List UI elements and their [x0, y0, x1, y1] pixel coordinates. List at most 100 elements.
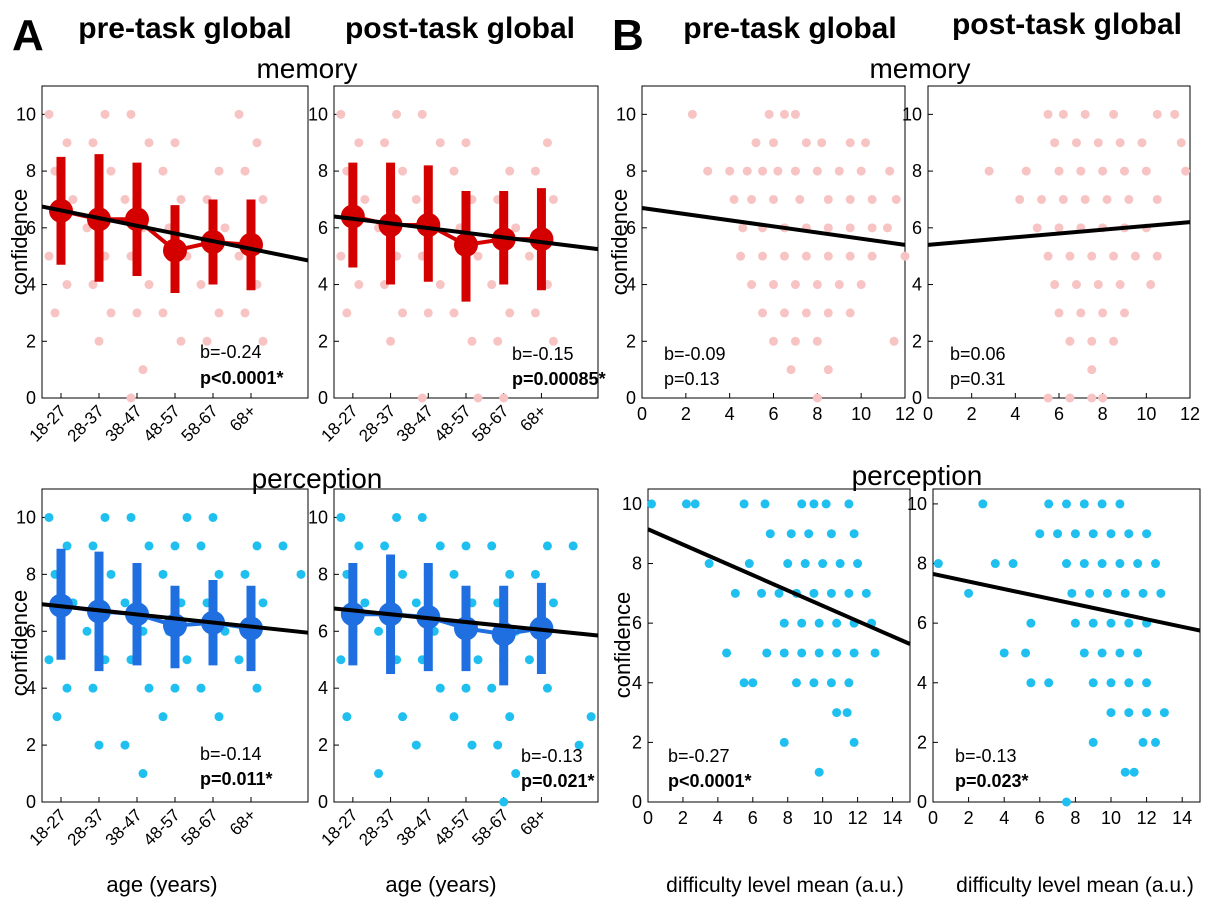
data-point	[398, 166, 408, 176]
data-point	[797, 499, 807, 509]
data-point	[774, 588, 784, 598]
data-point	[1133, 648, 1143, 658]
ylabel-b-memory: confidence	[607, 189, 632, 295]
data-point	[144, 280, 154, 290]
data-point	[106, 569, 116, 579]
data-point	[1098, 393, 1108, 403]
y-tick-label: 0	[626, 388, 636, 408]
data-point	[1071, 138, 1081, 148]
data-point	[1087, 336, 1097, 346]
y-tick-label: 0	[318, 388, 328, 408]
data-point	[1115, 280, 1125, 290]
data-point	[1152, 109, 1162, 119]
x-tick-label: 68+	[516, 401, 550, 435]
y-tick-label: 8	[632, 554, 642, 574]
data-point	[202, 336, 212, 346]
data-point	[1087, 251, 1097, 261]
chart-b-pre-memory: 0 2 4 6 8 10 0 2 4 6 8 10 12 b=-0.09 p=0.13	[616, 85, 915, 424]
column-title-a-pre: pre-task global	[78, 12, 291, 45]
data-point	[530, 308, 540, 318]
y-tick-label: 4	[626, 275, 636, 295]
data-point	[1109, 109, 1119, 119]
data-point	[234, 655, 244, 665]
data-point	[1065, 393, 1075, 403]
data-point	[823, 251, 833, 261]
data-point	[511, 223, 521, 233]
x-tick-label: 8	[1098, 404, 1108, 424]
data-point	[336, 251, 346, 261]
x-tick-label: 18-27	[318, 401, 362, 445]
data-point	[461, 138, 471, 148]
data-point	[1115, 559, 1125, 569]
data-point	[786, 529, 796, 539]
data-point	[214, 308, 224, 318]
data-point	[826, 529, 836, 539]
data-point	[342, 308, 352, 318]
regression-line	[333, 214, 599, 252]
x-tick-label: 8	[783, 808, 793, 828]
x-tick-label: 48-57	[140, 401, 184, 445]
data-point	[411, 194, 421, 204]
data-point	[505, 308, 515, 318]
data-point	[978, 499, 988, 509]
b-coefficient-label: b=-0.27	[668, 746, 730, 766]
x-tick-label: 48-57	[431, 805, 475, 849]
b-coefficient-label: b=0.06	[950, 344, 1006, 364]
data-point	[1008, 559, 1018, 569]
data-point	[1079, 559, 1089, 569]
x-tick-label: 2	[681, 404, 691, 424]
data-point	[725, 166, 735, 176]
x-tick-label: 58-67	[178, 805, 222, 849]
data-point	[783, 559, 793, 569]
data-point	[821, 499, 831, 509]
data-point	[681, 499, 691, 509]
data-point	[467, 336, 477, 346]
data-point	[748, 678, 758, 688]
data-point	[1093, 138, 1103, 148]
p-value-label: p<0.0001*	[200, 368, 284, 388]
y-tick-label: 0	[912, 388, 922, 408]
data-point	[779, 648, 789, 658]
x-tick-label: 0	[643, 808, 653, 828]
data-point	[845, 194, 855, 204]
data-point	[374, 769, 384, 779]
panel-label-b: B	[612, 11, 644, 60]
x-tick-label: 12	[895, 404, 915, 424]
data-point	[214, 712, 224, 722]
data-point	[487, 683, 497, 693]
data-point	[999, 648, 1009, 658]
data-point	[499, 797, 509, 807]
data-point	[1085, 588, 1095, 598]
y-tick-label: 6	[917, 613, 927, 633]
data-point	[812, 166, 822, 176]
data-point	[812, 336, 822, 346]
y-tick-label: 0	[318, 792, 328, 812]
row-title-b-memory: memory	[869, 53, 970, 84]
data-point	[1076, 308, 1086, 318]
regression-line	[41, 204, 309, 263]
y-tick-label: 10	[308, 104, 328, 124]
data-point	[574, 740, 584, 750]
regression-line	[41, 602, 309, 635]
y-tick-label: 2	[318, 735, 328, 755]
y-tick-label: 4	[912, 275, 922, 295]
y-tick-label: 6	[626, 218, 636, 238]
data-point	[1106, 618, 1116, 628]
data-point	[853, 559, 863, 569]
data-point	[423, 308, 433, 318]
data-point	[1097, 559, 1107, 569]
data-point	[769, 194, 778, 204]
data-point	[240, 569, 250, 579]
data-point	[278, 541, 288, 551]
data-point	[703, 166, 713, 176]
data-point	[823, 308, 833, 318]
mean-marker	[163, 238, 187, 263]
data-point	[814, 767, 824, 777]
data-point	[380, 541, 390, 551]
data-point	[1151, 559, 1160, 569]
data-point	[790, 280, 800, 290]
data-point	[1159, 708, 1169, 718]
data-point	[487, 541, 497, 551]
x-tick-label: 0	[928, 808, 938, 828]
